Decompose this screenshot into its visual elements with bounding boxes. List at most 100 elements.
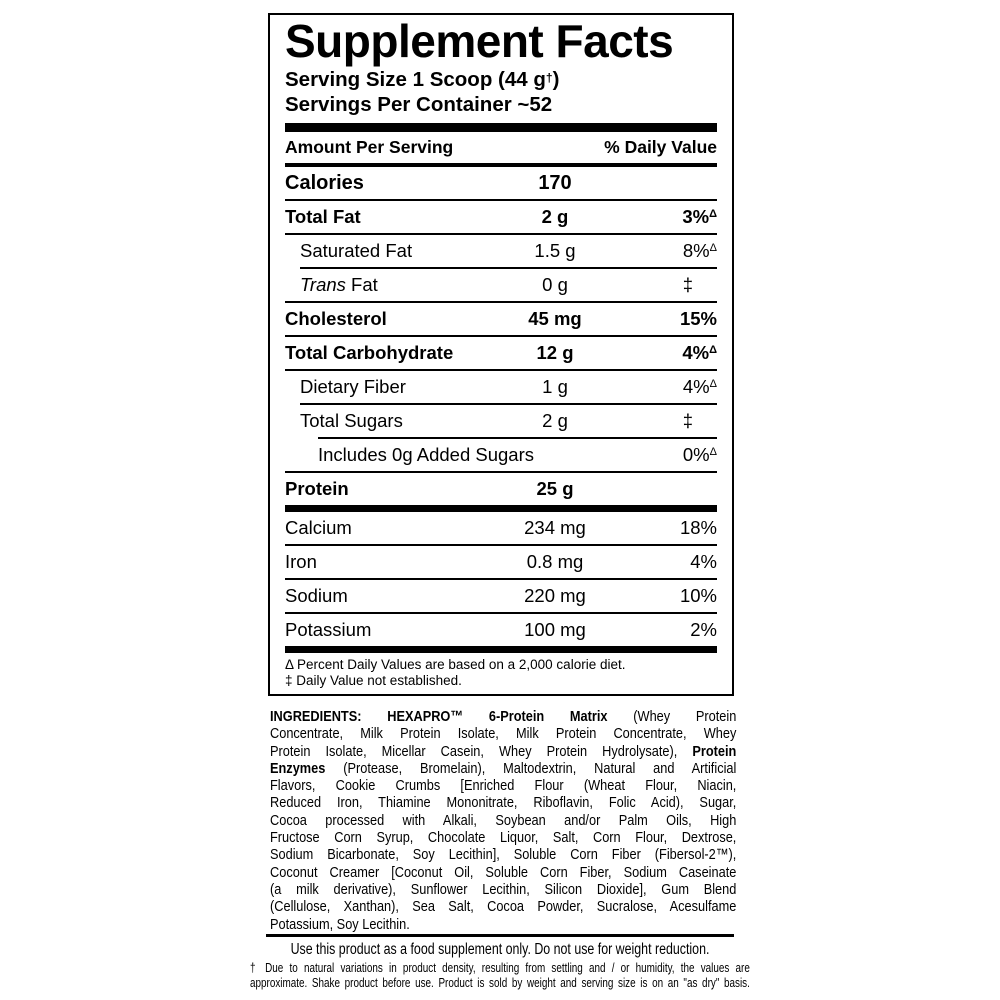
row-divider bbox=[300, 267, 717, 269]
daily-value-footnote: Δ Percent Daily Values are based on a 2,… bbox=[285, 657, 626, 672]
nutrient-label: Protein bbox=[285, 478, 349, 499]
row-divider bbox=[285, 471, 717, 473]
row-divider bbox=[318, 437, 717, 439]
nutrient-label: Iron bbox=[285, 551, 317, 572]
nutrient-row: Iron 0.8 mg 4% bbox=[285, 546, 717, 578]
nutrient-amount: 1.5 g bbox=[534, 240, 576, 261]
ingredients-line: Protein Isolate, Micellar Casein, Whey P… bbox=[270, 742, 737, 760]
mineral-rows: Calcium 234 mg 18% Iron 0.8 mg 4% Sodium 220 mg… bbox=[285, 512, 717, 646]
nutrient-amount: 45 mg bbox=[528, 308, 582, 329]
daily-value: 10% bbox=[679, 585, 717, 606]
nutrient-amount: 100 mg bbox=[524, 619, 586, 640]
serving-size-text: Serving Size 1 Scoop (44 g bbox=[285, 68, 546, 91]
servings-per-container: Servings Per Container ~52 bbox=[285, 93, 553, 116]
serving-size: Serving Size 1 Scoop (44 g†) bbox=[285, 66, 717, 92]
food-supplement-note: Use this product as a food supplement on… bbox=[290, 941, 710, 958]
dagger-footnote: † Due to natural variations in product d… bbox=[250, 960, 750, 990]
nutrient-label: Sodium bbox=[285, 585, 348, 606]
daily-value-header: % Daily Value bbox=[604, 137, 717, 157]
nutrient-row: Saturated Fat 1.5 g 8%Δ bbox=[285, 235, 717, 267]
ingredients-line: (a milk derivative), Sunflower Lecithin,… bbox=[270, 880, 737, 898]
daily-value-triangle: Δ bbox=[709, 378, 717, 390]
daily-value-triangle: Δ bbox=[709, 208, 717, 220]
ingredients-line: Fructose Corn Syrup, Chocolate Liquor, S… bbox=[270, 829, 737, 847]
nutrient-label: Potassium bbox=[285, 619, 372, 640]
nutrient-label: Includes 0g Added Sugars bbox=[318, 444, 534, 465]
serving-size-dagger: † bbox=[545, 71, 553, 85]
nutrient-label: Trans Fat bbox=[300, 274, 378, 295]
nutrient-amount: 234 mg bbox=[524, 517, 586, 538]
row-divider bbox=[285, 544, 717, 546]
ingredients-line: Enzymes (Protease, Bromelain), Maltodext… bbox=[270, 759, 737, 777]
row-divider bbox=[285, 335, 717, 337]
nutrient-amount: 1 g bbox=[542, 376, 568, 397]
nutrient-row: Potassium 100 mg 2% bbox=[285, 614, 717, 646]
column-header-row: Amount Per Serving % Daily Value bbox=[285, 132, 717, 167]
daily-value: 4%Δ bbox=[682, 342, 717, 363]
nutrient-label: Calcium bbox=[285, 517, 352, 538]
nutrient-amount: 170 bbox=[538, 171, 572, 194]
row-divider bbox=[285, 199, 717, 201]
nutrient-row: Includes 0g Added Sugars 0%Δ bbox=[285, 439, 717, 471]
panel-footnotes: Δ Percent Daily Values are based on a 2,… bbox=[285, 657, 717, 694]
daily-value: ‡ bbox=[682, 410, 693, 431]
nutrient-row: Dietary Fiber 1 g 4%Δ bbox=[285, 371, 717, 403]
dagger-footnote-line: † Due to natural variations in product d… bbox=[250, 960, 750, 975]
supplement-facts-panel: Supplement Facts Serving Size 1 Scoop (4… bbox=[268, 13, 734, 696]
bottom-disclaimer-block: Use this product as a food supplement on… bbox=[250, 934, 750, 990]
ingredients-line: INGREDIENTS: HEXAPRO™ 6-Protein Matrix (… bbox=[270, 708, 737, 725]
thick-divider-top bbox=[285, 123, 717, 132]
row-divider bbox=[285, 369, 717, 371]
daily-value: 8%Δ bbox=[682, 240, 717, 261]
daily-value: 4%Δ bbox=[682, 376, 717, 397]
nutrient-row: Total Carbohydrate 12 g 4%Δ bbox=[285, 337, 717, 369]
nutrient-row: Calcium 234 mg 18% bbox=[285, 512, 717, 544]
row-divider bbox=[285, 301, 717, 303]
thick-divider-bottom bbox=[285, 646, 717, 653]
panel-title: Supplement Facts bbox=[285, 15, 674, 67]
bottom-divider bbox=[266, 934, 734, 937]
serving-size-close: ) bbox=[552, 68, 560, 91]
nutrient-rows: Calories 170 Total Fat 2 g 3%Δ Saturated Fat 1… bbox=[285, 167, 717, 505]
ingredients-line: (Cellulose, Xanthan), Sea Salt, Cocoa Po… bbox=[270, 898, 737, 916]
nutrient-row: Cholesterol 45 mg 15% bbox=[285, 303, 717, 335]
ingredients-line: Concentrate, Milk Protein Isolate, Milk … bbox=[270, 725, 737, 743]
daily-value: 15% bbox=[679, 308, 717, 329]
nutrient-label: Dietary Fiber bbox=[300, 376, 406, 397]
nutrient-amount: 2 g bbox=[541, 206, 569, 227]
daily-value-triangle: Δ bbox=[709, 446, 717, 458]
ingredients-line: Flavors, Cookie Crumbs [Enriched Flour (… bbox=[270, 777, 737, 795]
ingredients-line: Sodium Bicarbonate, Soy Lecithin], Solub… bbox=[270, 846, 737, 864]
daily-value: 3%Δ bbox=[682, 206, 717, 227]
daily-value: 0%Δ bbox=[682, 444, 717, 465]
nutrient-amount: 12 g bbox=[536, 342, 574, 363]
ingredients-line: Coconut Creamer [Coconut Oil, Soluble Co… bbox=[270, 863, 737, 881]
ingredients-paragraph: INGREDIENTS: HEXAPRO™ 6-Protein Matrix (… bbox=[270, 708, 736, 933]
nutrient-row: Sodium 220 mg 10% bbox=[285, 580, 717, 612]
nutrient-row: Trans Fat 0 g ‡ bbox=[285, 269, 717, 301]
daily-value: 18% bbox=[679, 517, 717, 538]
nutrient-label: Total Carbohydrate bbox=[285, 342, 454, 363]
nutrient-label: Total Sugars bbox=[300, 410, 403, 431]
amount-per-serving-header: Amount Per Serving bbox=[285, 137, 454, 157]
ingredients-line: Reduced Iron, Thiamine Mononitrate, Ribo… bbox=[270, 794, 737, 812]
nutrient-label: Total Fat bbox=[285, 206, 361, 227]
daily-value: 4% bbox=[690, 551, 717, 572]
nutrient-amount: 220 mg bbox=[524, 585, 586, 606]
row-divider bbox=[285, 233, 717, 235]
not-established-footnote: ‡ Daily Value not established. bbox=[285, 672, 462, 688]
daily-value-triangle: Δ bbox=[709, 242, 717, 254]
nutrient-row: Total Sugars 2 g ‡ bbox=[285, 405, 717, 437]
daily-value: 2% bbox=[690, 619, 717, 640]
daily-value-triangle: Δ bbox=[709, 344, 717, 356]
row-divider bbox=[285, 612, 717, 614]
ingredients-line: Cocoa processed with Alkali, Soybean and… bbox=[270, 811, 737, 829]
nutrient-amount: 0.8 mg bbox=[526, 551, 584, 572]
nutrient-label: Calories bbox=[285, 171, 364, 194]
daily-value: ‡ bbox=[682, 274, 693, 295]
row-divider bbox=[300, 403, 717, 405]
ingredients-line: Potassium, Soy Lecithin. bbox=[270, 915, 410, 933]
nutrient-label: Saturated Fat bbox=[300, 240, 413, 261]
nutrient-row: Protein 25 g bbox=[285, 473, 717, 505]
